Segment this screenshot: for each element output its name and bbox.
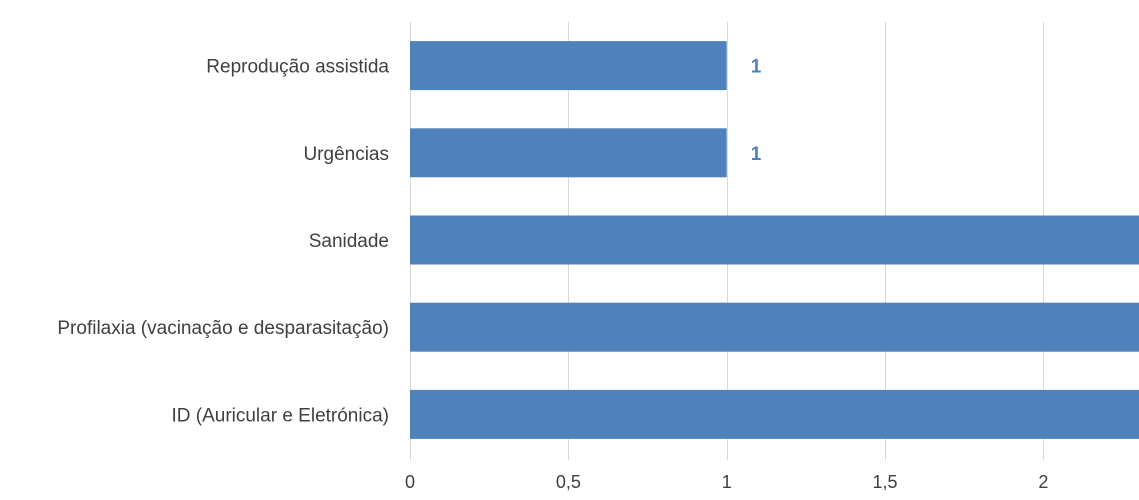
- category-label: Profilaxia (vacinação e desparasitação): [57, 318, 389, 339]
- x-tick-label: 1: [722, 472, 732, 492]
- x-tick-label: 1,5: [873, 472, 898, 492]
- category-label: Urgências: [303, 144, 389, 165]
- bar: [410, 390, 1139, 439]
- bar: [410, 303, 1139, 352]
- bar: [410, 128, 727, 177]
- data-label: 1: [751, 144, 762, 165]
- x-tick-label: 0: [405, 472, 415, 492]
- x-tick-label: 0,5: [556, 472, 581, 492]
- category-label: ID (Auricular e Eletrónica): [171, 405, 389, 426]
- x-tick-label: 2: [1038, 472, 1048, 492]
- bar: [410, 41, 727, 90]
- bars: [410, 41, 1139, 439]
- data-label: 1: [751, 57, 762, 78]
- bar: [410, 216, 1139, 265]
- category-label: Sanidade: [309, 231, 389, 252]
- category-label: Reprodução assistida: [206, 57, 389, 78]
